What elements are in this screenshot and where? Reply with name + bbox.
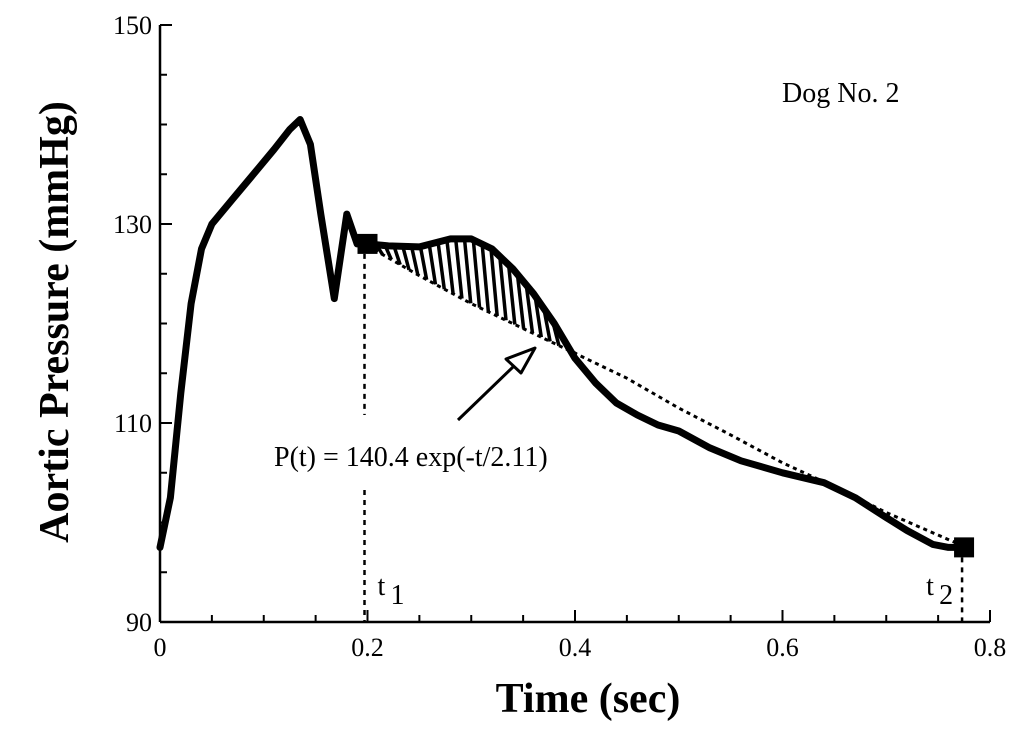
square-marker xyxy=(357,233,378,254)
hatch-mark xyxy=(427,244,438,285)
equation-label: P(t) = 140.4 exp(-t/2.11) xyxy=(274,442,548,473)
aortic-pressure-line xyxy=(156,116,968,551)
arrow-icon xyxy=(456,346,537,422)
hatch-mark xyxy=(462,238,473,304)
y-tick-label: 110 xyxy=(114,409,152,438)
hatch-mark xyxy=(471,239,482,308)
hatch-mark xyxy=(453,238,464,299)
marker-label-sub: 1 xyxy=(391,580,405,611)
x-tick-label: 0.4 xyxy=(559,633,592,662)
square-marker xyxy=(954,537,975,558)
x-tick-label: 0.6 xyxy=(766,633,799,662)
dog-label: Dog No. 2 xyxy=(782,78,899,109)
shaded-region xyxy=(374,238,578,356)
y-ticks: 90 110 130 150 xyxy=(113,11,172,637)
hatch-mark xyxy=(480,243,491,312)
marker-label: t xyxy=(378,571,386,602)
x-tick-label: 0.8 xyxy=(974,633,1007,662)
y-tick-label: 90 xyxy=(126,608,152,637)
fit-curve-line xyxy=(366,244,965,548)
x-tick-label: 0.2 xyxy=(351,633,384,662)
x-axis-title: Time (sec) xyxy=(496,676,681,722)
marker-label-sub: 2 xyxy=(939,580,953,611)
hatch-mark xyxy=(489,248,499,317)
marker-label: t xyxy=(926,571,934,602)
x-tick-label: 0 xyxy=(154,633,167,662)
hatch-mark xyxy=(445,239,455,295)
y-tick-label: 150 xyxy=(113,11,152,40)
hatch-mark xyxy=(418,246,429,280)
hatch-mark xyxy=(498,256,508,321)
x-ticks: 0 0.2 0.4 0.6 0.8 xyxy=(154,610,1007,662)
y-tick-label: 130 xyxy=(113,210,152,239)
marker-lines xyxy=(363,253,964,622)
hatch-mark xyxy=(401,245,411,271)
hatch-mark xyxy=(506,264,517,325)
hatch-mark xyxy=(409,246,420,276)
hatch-mark xyxy=(515,274,526,329)
y-axis-title: Aortic Pressure (mmHg) xyxy=(32,101,78,543)
hatch-mark xyxy=(436,241,447,290)
hatch-mark xyxy=(524,284,535,334)
